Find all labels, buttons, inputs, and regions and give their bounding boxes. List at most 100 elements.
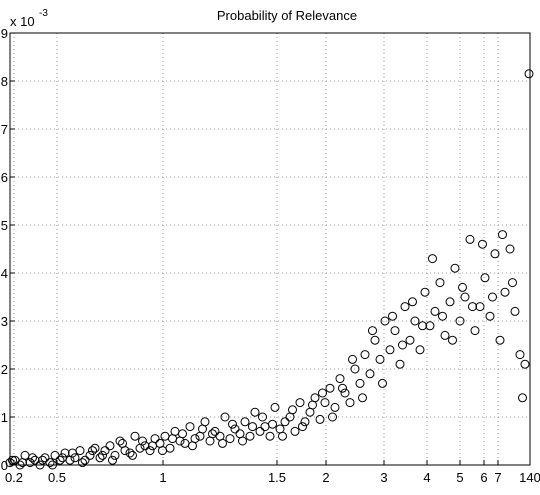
point — [375, 354, 385, 364]
y-tick-label: 1 — [1, 410, 8, 425]
point — [100, 446, 110, 456]
point — [480, 273, 490, 283]
point — [298, 422, 307, 432]
point — [490, 249, 500, 259]
point — [35, 460, 45, 470]
point — [350, 364, 360, 374]
point — [495, 335, 505, 345]
point — [125, 448, 135, 458]
point — [345, 398, 355, 408]
point — [80, 455, 90, 465]
point — [178, 429, 187, 439]
chart-title: Probability of Relevance — [217, 8, 357, 23]
point — [518, 393, 527, 403]
point — [524, 69, 534, 79]
point — [405, 335, 415, 345]
point — [458, 282, 467, 292]
point — [505, 244, 515, 254]
point — [325, 383, 335, 393]
point — [418, 321, 427, 331]
point — [105, 441, 115, 451]
point — [388, 311, 397, 321]
point — [358, 393, 367, 403]
point — [165, 443, 175, 453]
point — [320, 398, 330, 408]
point — [158, 446, 167, 456]
point — [48, 460, 57, 470]
point — [415, 345, 425, 355]
point — [15, 460, 25, 470]
point — [160, 431, 170, 441]
point — [128, 450, 137, 460]
point — [18, 458, 27, 468]
point — [28, 453, 37, 463]
point — [50, 450, 60, 460]
x-tick-label: 2 — [322, 470, 329, 485]
point — [400, 302, 410, 312]
point — [8, 455, 17, 465]
point — [88, 446, 97, 456]
point — [470, 326, 480, 336]
point — [328, 412, 337, 422]
point — [228, 419, 237, 429]
point — [180, 438, 190, 448]
point — [130, 431, 140, 441]
point — [288, 405, 297, 415]
point — [240, 417, 250, 427]
x-tick-label: 3 — [380, 470, 387, 485]
point — [148, 441, 157, 451]
point — [430, 306, 440, 316]
y-tick-label: 2 — [1, 362, 8, 377]
point — [40, 453, 50, 463]
point — [348, 354, 357, 364]
x-tick-label: 4 — [423, 470, 430, 485]
point — [435, 278, 445, 288]
point — [520, 359, 530, 369]
point — [230, 424, 240, 434]
point — [280, 417, 290, 427]
point — [290, 426, 300, 436]
x-tick-label: 1.5 — [268, 470, 286, 485]
point — [85, 450, 95, 460]
x-tick-label: 7 — [494, 470, 501, 485]
point — [60, 448, 70, 458]
point — [370, 335, 380, 345]
point — [500, 287, 510, 297]
point — [108, 455, 117, 465]
point — [110, 450, 120, 460]
y-tick-label: 4 — [1, 266, 8, 281]
point — [440, 330, 450, 340]
point — [338, 383, 347, 393]
point — [225, 434, 235, 444]
y-tick-label: 9 — [1, 26, 8, 41]
point — [250, 407, 260, 417]
point — [138, 436, 147, 446]
point — [300, 417, 310, 427]
point — [258, 412, 267, 422]
point — [498, 230, 507, 240]
point — [438, 311, 447, 321]
x-tick-label: 140 — [519, 470, 540, 485]
point — [115, 436, 125, 446]
point — [268, 419, 277, 429]
point — [340, 388, 350, 398]
point — [360, 350, 370, 360]
point — [55, 455, 65, 465]
point — [98, 450, 107, 460]
point — [90, 443, 100, 453]
point — [248, 422, 257, 432]
point — [510, 306, 520, 316]
point — [238, 436, 247, 446]
point — [118, 438, 127, 448]
point — [218, 438, 227, 448]
point — [410, 316, 420, 326]
point — [455, 316, 465, 326]
point — [185, 422, 195, 432]
plot-frame — [9, 32, 531, 466]
point — [145, 446, 155, 456]
point — [210, 426, 220, 436]
point — [330, 402, 340, 412]
point — [75, 446, 85, 456]
point — [468, 302, 477, 312]
point — [395, 359, 405, 369]
